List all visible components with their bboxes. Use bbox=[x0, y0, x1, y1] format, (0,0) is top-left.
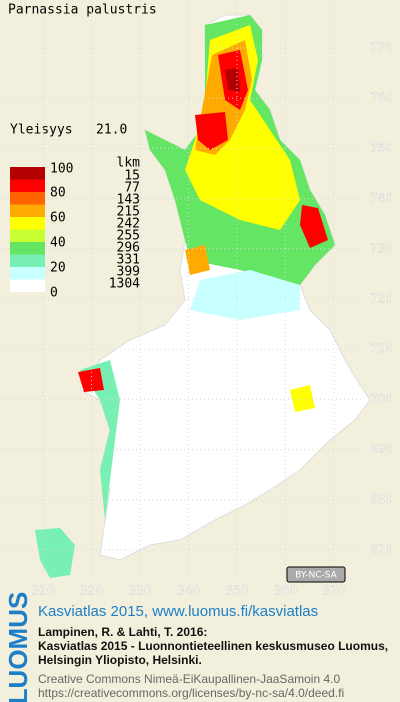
legend-count: 1304 bbox=[109, 277, 140, 292]
footer-heading: Kasviatlas 2015, www.luomus.fi/kasviatla… bbox=[38, 603, 318, 620]
region-dark bbox=[225, 68, 240, 92]
legend-count: 77 bbox=[124, 181, 140, 196]
legend-count: 296 bbox=[117, 241, 140, 256]
x-label: 310 bbox=[32, 584, 55, 598]
west-coast bbox=[80, 360, 120, 520]
citation-line: Lampinen, R. & Lahti, T. 2016: bbox=[38, 625, 207, 639]
y-label: 690 bbox=[370, 442, 393, 456]
citation-line: Helsingin Yliopisto, Helsinki. bbox=[38, 653, 202, 667]
x-label: 350 bbox=[226, 584, 249, 598]
legend-swatch bbox=[10, 167, 45, 180]
x-label: 340 bbox=[177, 584, 200, 598]
license-badge bbox=[286, 566, 346, 583]
y-label: 720 bbox=[370, 292, 393, 306]
legend-swatch bbox=[10, 242, 45, 255]
frequency-value: 21.0 bbox=[96, 123, 127, 138]
aland bbox=[35, 528, 75, 578]
legend-scale-label: 40 bbox=[50, 236, 66, 251]
legend-count: 255 bbox=[117, 229, 140, 244]
legend-count: 331 bbox=[117, 253, 140, 268]
license-badge-text: BY-NC-SA bbox=[295, 571, 338, 581]
legend-swatch bbox=[10, 229, 45, 242]
legend-count: 15 bbox=[124, 169, 140, 184]
legend-scale-label: 80 bbox=[50, 186, 66, 201]
legend-swatch bbox=[10, 254, 45, 267]
region-red-3 bbox=[300, 205, 328, 248]
legend-count: 215 bbox=[117, 205, 140, 220]
region-red-2 bbox=[195, 112, 228, 150]
legend-scale-label: 0 bbox=[50, 286, 58, 301]
legend-swatch bbox=[10, 267, 45, 280]
y-label: 700 bbox=[370, 392, 393, 406]
y-label: 680 bbox=[370, 492, 393, 506]
y-label: 750 bbox=[370, 141, 393, 155]
legend-count: 143 bbox=[117, 193, 140, 208]
x-label: 360 bbox=[274, 584, 297, 598]
license-line: https://creativecommons.org/licenses/by-… bbox=[38, 686, 344, 700]
legend-scale-label: 20 bbox=[50, 261, 66, 276]
logo: LUOMUS bbox=[3, 592, 33, 702]
legend-count: 399 bbox=[117, 265, 140, 280]
legend-swatch bbox=[10, 204, 45, 217]
legend-swatch bbox=[10, 192, 45, 205]
citation-line: Kasviatlas 2015 - Luonnontieteellinen ke… bbox=[38, 639, 388, 653]
count-header: lkm bbox=[117, 156, 141, 171]
y-label: 710 bbox=[370, 342, 393, 356]
legend-scale-label: 100 bbox=[50, 162, 73, 177]
legend-swatch bbox=[10, 279, 45, 292]
y-label: 740 bbox=[370, 191, 393, 205]
y-label: 760 bbox=[370, 91, 393, 105]
legend-swatch bbox=[10, 217, 45, 230]
legend-scale-label: 60 bbox=[50, 211, 66, 226]
region-southeast bbox=[290, 385, 315, 412]
y-label: 730 bbox=[370, 241, 393, 255]
species-title: Parnassia palustris bbox=[8, 3, 157, 18]
y-label: 770 bbox=[370, 41, 393, 55]
map bbox=[35, 14, 371, 578]
y-label: 670 bbox=[370, 543, 393, 557]
legend-swatch bbox=[10, 179, 45, 192]
x-label: 370 bbox=[323, 584, 346, 598]
license-line: Creative Commons Nimeä-EiKaupallinen-Jaa… bbox=[38, 672, 340, 686]
x-label: 320 bbox=[80, 584, 103, 598]
legend-count: 242 bbox=[117, 217, 140, 232]
frequency-label: Yleisyys bbox=[10, 123, 73, 138]
region-mid bbox=[190, 270, 300, 320]
x-label: 330 bbox=[129, 584, 152, 598]
region-orange-2 bbox=[185, 245, 210, 275]
